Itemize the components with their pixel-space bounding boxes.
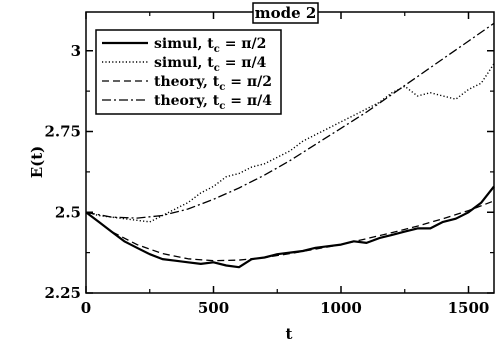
series-line-1 [85, 185, 495, 269]
y-tick-label: 3 [71, 42, 81, 60]
series-line-4 [85, 22, 495, 219]
x-tick-label: 1500 [448, 299, 490, 317]
chart-title-box: mode 2 [252, 2, 319, 24]
y-tick-label: 2.25 [44, 284, 81, 302]
legend-label-2: simul, tc = π/4 [154, 55, 267, 74]
legend-label-3: theory, tc = π/2 [154, 74, 272, 93]
legend-label-1: simul, tc = π/2 [154, 36, 266, 55]
x-tick-label: 1000 [320, 299, 362, 317]
x-axis-label: t [286, 325, 293, 343]
chart-title-frame [252, 2, 319, 24]
axes: 0 500 1000 1500 2.25 2.5 2.75 3 [44, 11, 495, 317]
x-tick-label: 500 [198, 299, 229, 317]
legend-label-4: theory, tc = π/4 [154, 93, 272, 112]
y-tick-label: 2.75 [44, 123, 81, 141]
series-group [85, 22, 495, 269]
x-tick-label: 0 [81, 299, 91, 317]
y-tick-label: 2.5 [55, 203, 81, 221]
chart-title: mode 2 [255, 4, 317, 22]
y-axis-label: E(t) [28, 146, 46, 179]
series-line-3 [85, 200, 495, 262]
